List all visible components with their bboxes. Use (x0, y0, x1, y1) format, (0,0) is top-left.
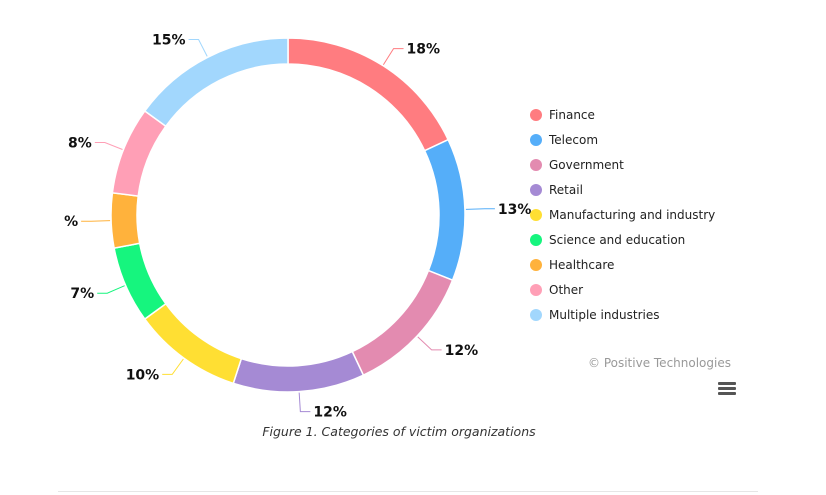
legend-marker-icon (530, 133, 542, 146)
legend-item-other[interactable]: Other (530, 277, 715, 302)
value-label-retail: 12% (313, 405, 347, 421)
connector-multiple-industries (188, 38, 208, 57)
legend-label: Telecom (549, 132, 599, 147)
slice-multiple-industries[interactable] (143, 37, 289, 128)
legend-item-finance[interactable]: Finance (530, 102, 715, 127)
value-label-multiple-industries: 15% (152, 32, 186, 48)
legend-item-telecom[interactable]: Telecom (530, 127, 715, 152)
legend-label: Science and education (549, 232, 686, 247)
connector-healthcare (81, 220, 111, 222)
legend-item-retail[interactable]: Retail (530, 177, 715, 202)
legend-marker-icon (530, 183, 542, 196)
label-connectors (81, 38, 495, 413)
legend-label: Healthcare (549, 257, 615, 272)
value-label-telecom: 13% (498, 202, 532, 218)
value-label-healthcare: % (64, 214, 78, 230)
value-label-manufacturing-and-industry: 10% (126, 367, 160, 383)
value-label-other: 8% (68, 135, 92, 151)
legend-label: Government (549, 157, 624, 172)
legend-item-healthcare[interactable]: Healthcare (530, 252, 715, 277)
legend-item-multiple-industries[interactable]: Multiple industries (530, 302, 715, 327)
legend-label: Other (549, 282, 584, 297)
legend-marker-icon (530, 283, 542, 296)
slice-other[interactable] (111, 109, 167, 197)
legend-marker-icon (530, 233, 542, 246)
connector-manufacturing-and-industry (162, 358, 184, 375)
donut-slices (110, 37, 466, 393)
value-label-government: 12% (445, 343, 479, 359)
legend-label: Multiple industries (549, 307, 660, 322)
chart-legend: Finance Telecom Government Retail Manufactur… (530, 102, 715, 327)
value-label-finance: 18% (407, 42, 441, 58)
legend-marker-icon (530, 158, 542, 171)
slice-government[interactable] (351, 269, 454, 377)
figure-caption: Figure 1. Categories of victim organizat… (262, 424, 536, 439)
legend-item-manufacturing-and-industry[interactable]: Manufacturing and industry (530, 202, 715, 227)
value-labels: 18% 13% 12% 12% 10% 7%% 8% 15% (64, 32, 531, 420)
legend-item-science-and-education[interactable]: Science and education (530, 227, 715, 252)
slice-healthcare[interactable] (110, 191, 141, 250)
legend-marker-icon (530, 208, 542, 221)
slice-telecom[interactable] (423, 138, 466, 282)
legend-label: Finance (549, 107, 595, 122)
legend-label: Retail (549, 182, 583, 197)
legend-marker-icon (530, 258, 542, 271)
legend-marker-icon (530, 308, 542, 321)
slice-retail[interactable] (232, 350, 365, 393)
connector-other (94, 141, 123, 150)
divider (58, 491, 758, 492)
legend-marker-icon (530, 108, 542, 121)
connector-telecom (465, 208, 495, 210)
connector-finance (382, 48, 404, 65)
connector-science-and-education (97, 285, 125, 294)
slice-manufacturing-and-industry[interactable] (143, 302, 243, 385)
hamburger-menu-icon[interactable] (718, 382, 736, 398)
slice-science-and-education[interactable] (113, 242, 167, 321)
chart-credit: © Positive Technologies (588, 356, 731, 370)
legend-item-government[interactable]: Government (530, 152, 715, 177)
legend-label: Manufacturing and industry (549, 207, 716, 222)
connector-government (417, 336, 442, 351)
connector-retail (298, 392, 311, 413)
value-label-science-and-education: 7% (70, 286, 94, 302)
